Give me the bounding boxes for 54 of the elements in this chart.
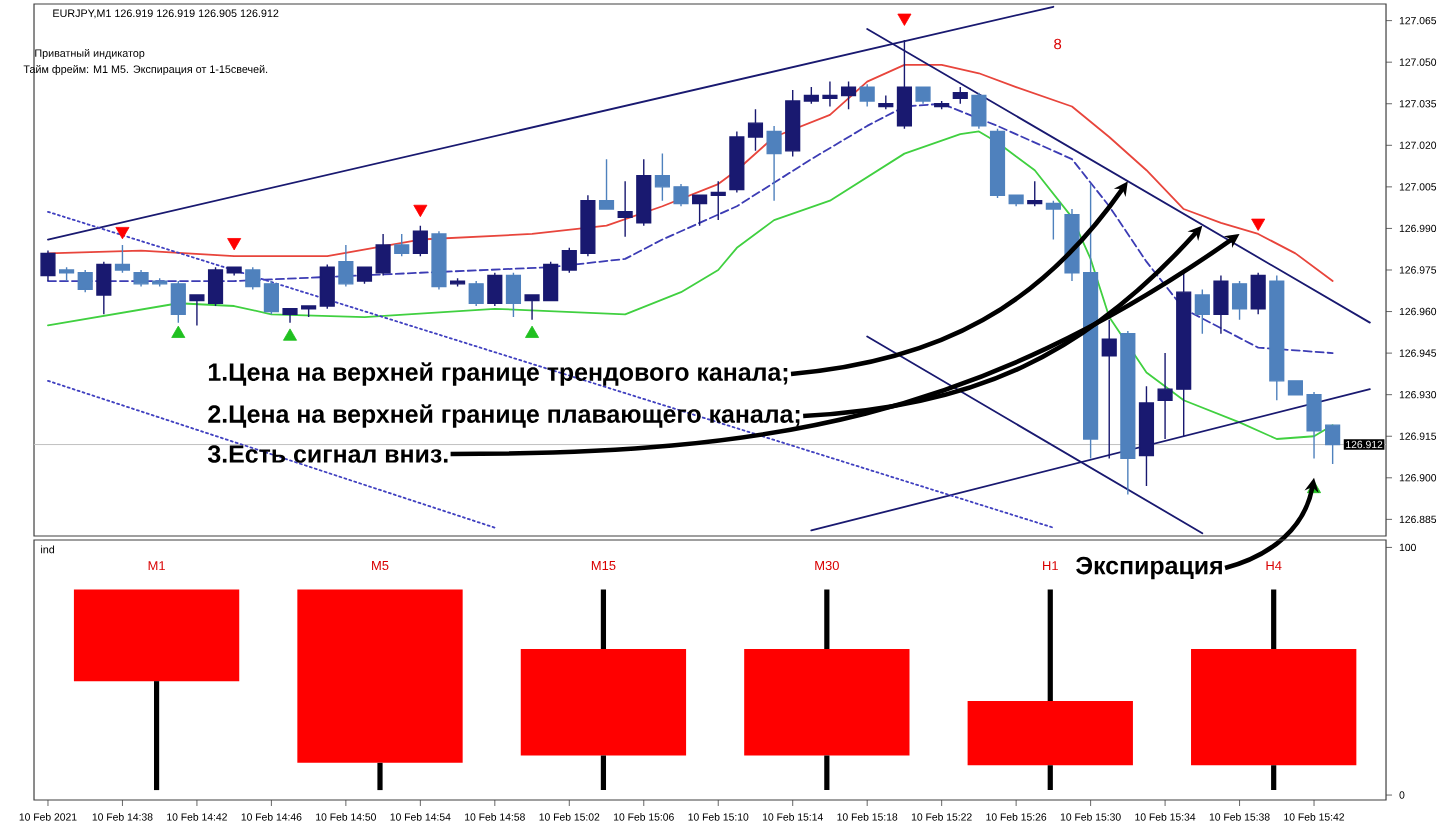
candlestick: [356, 266, 373, 285]
candlestick: [859, 83, 875, 108]
candlestick: [468, 280, 484, 307]
candlestick: [1213, 274, 1229, 335]
candlestick: [729, 130, 745, 194]
point: [227, 238, 242, 251]
candlestick: [1250, 272, 1266, 316]
candlestick: [1194, 288, 1210, 335]
candlestick: [505, 272, 522, 318]
candlestick: [1231, 280, 1248, 321]
candlestick: [598, 158, 615, 210]
candlestick: [170, 280, 186, 324]
candlestick: [878, 94, 894, 110]
candlestick: [449, 277, 466, 288]
candlestick: [785, 89, 801, 158]
candlestick: [896, 39, 913, 130]
candlestick: [114, 244, 131, 274]
candlestick: [319, 263, 335, 310]
candlestick: [1120, 330, 1136, 496]
candlestick: [394, 233, 410, 257]
candlestick: [934, 100, 950, 110]
candlestick: [487, 272, 503, 307]
candlestick: [375, 233, 391, 277]
candlestick: [77, 269, 93, 293]
candlestick: [96, 260, 112, 316]
point: [283, 328, 297, 341]
candlestick: [971, 91, 987, 130]
annotation: 3.Есть сигнал вниз.: [207, 445, 448, 463]
candlestick: [766, 125, 782, 202]
candlestick: [263, 280, 279, 316]
candlestick: [40, 249, 56, 282]
annotation: 2.Цена на верхней границе плавающего канала;: [208, 404, 800, 428]
candlestick: [1045, 200, 1061, 241]
candlestick: [431, 230, 447, 291]
point: [413, 204, 428, 218]
candlestick: [747, 108, 764, 152]
point: [897, 13, 912, 26]
point: [1251, 218, 1266, 231]
point: [525, 325, 540, 338]
candlestick: [915, 86, 931, 105]
candlestick: [338, 244, 354, 288]
candlestick: [989, 127, 1006, 199]
point: [171, 325, 186, 338]
candlestick: [1269, 274, 1285, 401]
candlestick: [245, 266, 261, 291]
candlestick: [226, 266, 242, 277]
candlestick: [1008, 194, 1024, 207]
line-series: [47, 64, 1334, 282]
point: [115, 227, 130, 240]
candlestick: [412, 224, 428, 257]
candlestick: [692, 194, 708, 227]
candlestick: [952, 86, 968, 105]
annotation: Экспирация: [1076, 556, 1222, 580]
candlestick: [59, 266, 75, 282]
